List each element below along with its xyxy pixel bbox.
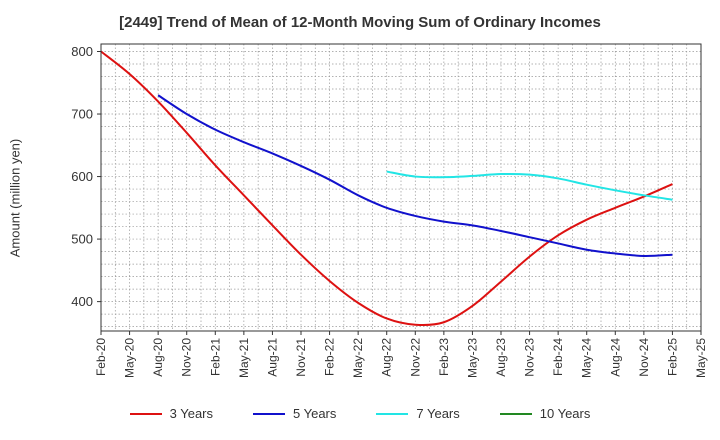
x-tick-label: Nov-21 bbox=[294, 338, 308, 377]
legend-label: 5 Years bbox=[293, 406, 337, 421]
legend-label: 10 Years bbox=[539, 406, 591, 421]
legend-swatch bbox=[499, 412, 532, 415]
plot-frame bbox=[100, 43, 702, 332]
y-tick-label: 600 bbox=[71, 169, 93, 184]
legend: 3 Years 5 Years 7 Years 10 Years bbox=[0, 406, 720, 421]
x-tick-label: May-21 bbox=[237, 338, 251, 378]
x-tick-label: Aug-20 bbox=[151, 338, 165, 377]
legend-swatch bbox=[129, 412, 162, 415]
x-tick-label: May-25 bbox=[694, 338, 708, 378]
x-tick-label: Feb-25 bbox=[665, 338, 679, 376]
x-tick-label: Nov-20 bbox=[180, 338, 194, 377]
legend-item: 5 Years bbox=[253, 406, 336, 421]
x-tick-label: May-24 bbox=[580, 338, 594, 378]
series-line-3-years bbox=[100, 50, 673, 327]
legend-swatch bbox=[376, 412, 409, 415]
y-tick-label: 800 bbox=[71, 44, 93, 59]
chart-title: [2449] Trend of Mean of 12-Month Moving … bbox=[119, 14, 601, 31]
x-axis-ticks: Feb-20 May-20 Aug-20 Nov-20 Feb-21 May-21 Aug-… bbox=[94, 331, 708, 378]
legend-item: 7 Years bbox=[376, 406, 460, 421]
x-tick-label: Nov-24 bbox=[637, 338, 651, 377]
legend-label: 3 Years bbox=[169, 406, 213, 421]
legend-item: 10 Years bbox=[499, 406, 591, 421]
y-tick-label: 400 bbox=[71, 294, 93, 309]
y-axis-ticks: 400 500 600 700 800 bbox=[71, 44, 101, 309]
series-lines bbox=[100, 50, 673, 327]
series-line-7-years bbox=[386, 170, 673, 201]
x-tick-label: Feb-23 bbox=[437, 338, 451, 376]
y-tick-label: 500 bbox=[71, 232, 93, 247]
x-tick-label: May-22 bbox=[351, 338, 365, 378]
series-line-5-years bbox=[157, 94, 673, 257]
x-tick-label: May-23 bbox=[465, 338, 479, 378]
legend-label: 7 Years bbox=[416, 406, 460, 421]
x-tick-label: Aug-21 bbox=[265, 338, 279, 377]
x-tick-label: Feb-22 bbox=[323, 338, 337, 376]
y-tick-label: 700 bbox=[71, 107, 93, 122]
x-tick-label: Nov-23 bbox=[523, 338, 537, 377]
x-tick-label: Aug-22 bbox=[380, 338, 394, 377]
grid-lines bbox=[101, 44, 701, 331]
x-tick-label: Aug-23 bbox=[494, 338, 508, 377]
x-tick-label: Feb-20 bbox=[94, 338, 108, 376]
x-tick-label: Nov-22 bbox=[408, 338, 422, 377]
legend-item: 3 Years bbox=[129, 406, 213, 421]
x-tick-label: Feb-24 bbox=[551, 338, 565, 376]
legend-swatch bbox=[253, 412, 285, 415]
x-tick-label: Aug-24 bbox=[608, 338, 622, 377]
x-tick-label: Feb-21 bbox=[208, 338, 222, 376]
x-tick-label: May-20 bbox=[123, 338, 137, 378]
